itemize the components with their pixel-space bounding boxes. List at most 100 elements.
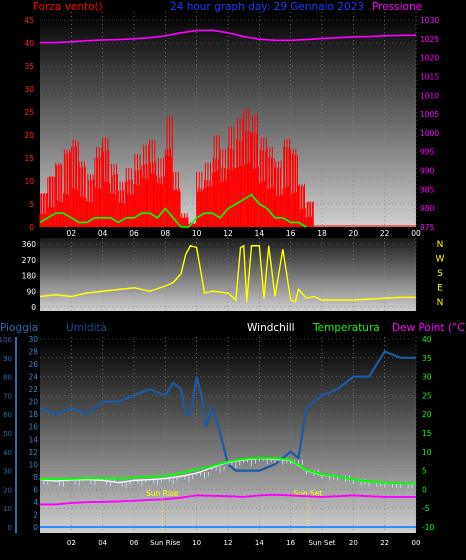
right-axis-tick: 985 — [420, 185, 435, 194]
humidity-axis-tick: 14 — [28, 435, 38, 444]
rain-axis-tick: 30 — [3, 468, 12, 476]
x-axis-tick: 06 — [129, 229, 139, 238]
top-center-title: 24 hour graph day: 29 Gennaio 2023 — [170, 1, 364, 13]
x-axis-tick: 14 — [255, 229, 265, 238]
left-axis-tick: 35 — [24, 62, 34, 71]
left-axis-tick: 5 — [29, 200, 34, 209]
rain-axis-tick: 10 — [3, 505, 12, 513]
humidity-axis-tick: 8 — [33, 473, 38, 482]
bottom-x-axis-tick: 00 — [412, 539, 421, 547]
humidity-axis-tick: 30 — [28, 335, 38, 344]
dewpoint-label: Dew Point (°C) — [392, 322, 466, 334]
right-axis-tick: 990 — [420, 167, 435, 176]
compass-label: E — [437, 284, 443, 294]
direction-axis-tick: 0 — [31, 303, 36, 312]
compass-label: S — [437, 269, 443, 279]
right-axis-tick: 1025 — [420, 35, 439, 44]
humidity-axis-tick: 16 — [28, 423, 38, 432]
gust-line — [39, 193, 307, 228]
bottom-x-axis-tick: 22 — [380, 539, 389, 547]
temp-axis-tick: -5 — [422, 504, 430, 513]
temp-axis-tick: 20 — [422, 410, 432, 419]
direction-axis-tick: 360 — [22, 240, 37, 249]
rain-axis-tick: 0 — [8, 524, 12, 532]
direction-axis-tick: 270 — [22, 256, 37, 265]
humidity-axis-tick: 22 — [28, 385, 38, 394]
humidity-axis-tick: 28 — [28, 348, 38, 357]
x-axis-tick: 04 — [98, 229, 108, 238]
rain-axis-tick: 20 — [3, 486, 12, 494]
pressure-line — [40, 29, 417, 44]
temperature-line — [40, 456, 417, 485]
temp-axis-tick: 25 — [422, 391, 432, 400]
left-axis-tick: 20 — [24, 131, 34, 140]
compass-label: W — [436, 255, 445, 265]
sunset-label: Sun Set — [293, 489, 322, 498]
temp-axis-tick: 10 — [422, 448, 432, 457]
right-axis-tick: 1020 — [420, 54, 439, 63]
rain-axis-tick: 70 — [3, 392, 12, 400]
rain-axis-tick: 90 — [3, 355, 12, 363]
x-axis-tick: 20 — [349, 229, 359, 238]
humidity-line — [39, 350, 416, 472]
compass-label: N — [437, 240, 444, 250]
left-axis-tick: 0 — [29, 223, 34, 232]
bottom-x-axis-tick: Sun Rise — [150, 539, 180, 547]
temp-axis-tick: 0 — [422, 485, 427, 494]
bottom-x-axis-tick: 02 — [67, 539, 76, 547]
x-axis-tick: 10 — [192, 229, 202, 238]
right-axis-tick: 1015 — [420, 72, 439, 81]
left-axis-tick: 15 — [24, 154, 34, 163]
rain-axis-tick: 80 — [3, 374, 12, 382]
humidity-axis-tick: 12 — [28, 448, 38, 457]
right-axis-tick: 1000 — [420, 129, 439, 138]
top-left-title: Forza vento() — [33, 1, 103, 13]
compass-label: N — [437, 298, 444, 308]
right-axis-tick: 1005 — [420, 110, 439, 119]
top-right-title: Pressione — [372, 1, 422, 13]
windchill-label: Windchill — [247, 322, 295, 334]
right-axis-tick: 975 — [420, 223, 435, 232]
right-axis-tick: 1030 — [420, 16, 439, 25]
humidity-axis-tick: 24 — [28, 373, 38, 382]
bottom-x-axis-tick: 04 — [98, 539, 107, 547]
temp-axis-tick: 5 — [422, 467, 427, 476]
humidity-axis-tick: 0 — [33, 523, 38, 532]
x-axis-tick: 22 — [380, 229, 390, 238]
temp-axis-tick: 30 — [422, 373, 432, 382]
left-axis-tick: 25 — [24, 108, 34, 117]
rain-axis-tick: 40 — [3, 449, 12, 457]
direction-axis-tick: 90 — [26, 287, 36, 296]
bottom-x-axis-tick: 06 — [130, 539, 139, 547]
rain-label: Pioggia — [0, 322, 38, 334]
temp-axis-tick: 15 — [422, 429, 432, 438]
right-axis-tick: 980 — [420, 204, 435, 213]
humidity-axis-tick: 2 — [33, 510, 38, 519]
rain-axis-tick: 60 — [3, 411, 12, 419]
bottom-x-axis-tick: 20 — [349, 539, 358, 547]
bottom-x-axis-tick: 16 — [286, 539, 295, 547]
temp-axis-tick: -10 — [422, 523, 434, 532]
left-axis-tick: 45 — [24, 16, 34, 25]
rain-axis-tick: 100 — [0, 336, 12, 344]
temperature-label: Temperatura — [312, 322, 380, 334]
x-axis-tick: 08 — [161, 229, 171, 238]
humidity-label: Umidità — [66, 322, 107, 334]
left-axis-tick: 40 — [24, 39, 34, 48]
sunrise-label: Sun Rise — [146, 489, 179, 498]
temp-axis-tick: 40 — [422, 335, 432, 344]
humidity-axis-tick: 6 — [33, 485, 38, 494]
dewpoint-line — [40, 493, 416, 506]
direction-line — [39, 244, 416, 303]
x-axis-tick: 12 — [223, 229, 233, 238]
bottom-x-axis-tick: 10 — [192, 539, 201, 547]
direction-axis-tick: 180 — [22, 272, 37, 281]
humidity-axis-tick: 26 — [28, 360, 38, 369]
bottom-panel — [40, 337, 416, 533]
right-axis-tick: 1010 — [420, 91, 439, 100]
x-axis-tick: 00 — [411, 229, 421, 238]
x-axis-tick: 18 — [317, 229, 327, 238]
bottom-x-axis-tick: 14 — [255, 539, 264, 547]
